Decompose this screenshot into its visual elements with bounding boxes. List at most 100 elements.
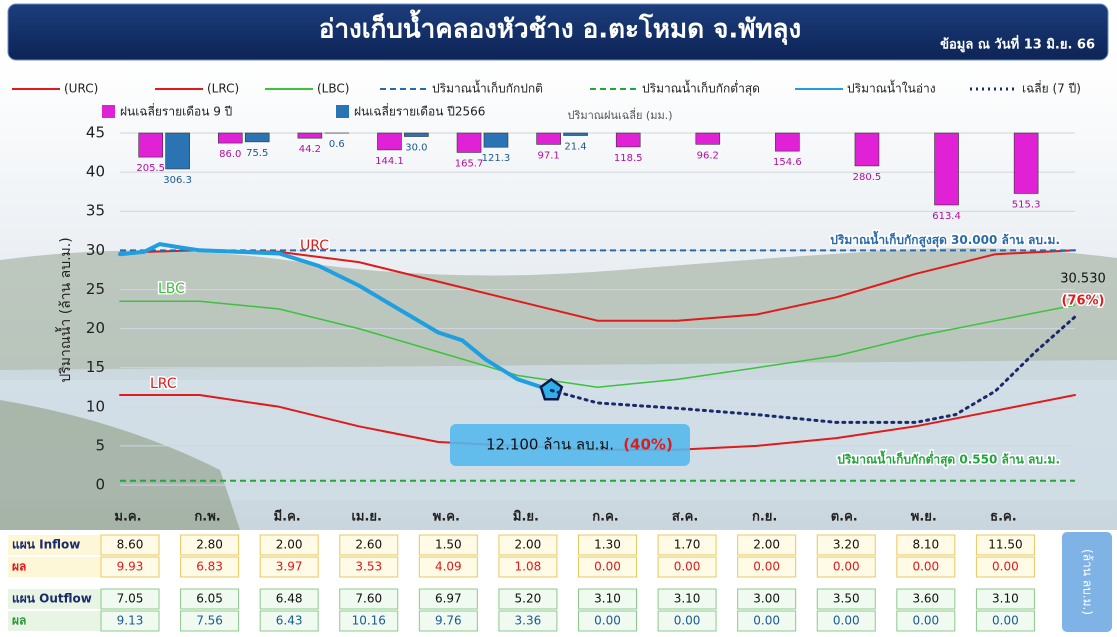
- table-value: 7.60: [355, 592, 382, 606]
- table-cell: [418, 556, 478, 578]
- legend-label: เฉลี่ย (7 ปี): [1022, 80, 1081, 96]
- table-cell: [418, 610, 478, 632]
- table-cell: [418, 534, 478, 556]
- y-tick-label: 30: [86, 241, 105, 259]
- rain-bar: [563, 132, 588, 136]
- table-cell: [737, 588, 797, 610]
- hills: [0, 248, 1117, 380]
- table-value: 0.00: [833, 614, 860, 628]
- x-tick-label: ก.ย.: [752, 510, 777, 525]
- table-cell: [339, 610, 399, 632]
- bar-label: 118.5: [614, 153, 643, 164]
- table-cell: [896, 534, 956, 556]
- table-cell: [816, 534, 876, 556]
- end-label: 30.530: [1060, 272, 1106, 287]
- table-value: 7.05: [117, 592, 144, 606]
- table-value: 3.53: [355, 560, 382, 574]
- table-value: 3.50: [833, 592, 860, 606]
- table-value: 6.97: [435, 592, 462, 606]
- y2-axis-label: ปริมาณฝนเฉลี่ย (มม.): [567, 107, 672, 122]
- table-cell: [180, 534, 240, 556]
- table-value: 7.56: [196, 614, 223, 628]
- y-tick-label: 10: [86, 397, 105, 415]
- table-cell: [498, 534, 558, 556]
- table-value: 4.09: [435, 560, 462, 574]
- series-line: [118, 242, 554, 393]
- legend-swatch: [336, 105, 349, 118]
- table-value: 0.00: [912, 614, 939, 628]
- table-cell: [975, 588, 1035, 610]
- table-cell: [737, 610, 797, 632]
- row-label: แผน Inflow: [12, 538, 80, 552]
- legend-swatch: [102, 105, 115, 118]
- table-cell: [259, 556, 319, 578]
- table-cell: [657, 610, 717, 632]
- rain-bar: [775, 132, 800, 152]
- table-cell: [578, 610, 637, 632]
- x-tick-label: พ.ค.: [433, 510, 460, 525]
- legend-label: (LBC): [317, 82, 349, 96]
- legend-label: ปริมาณน้ำในอ่าง: [847, 80, 936, 96]
- series-label: LBC: [158, 281, 185, 297]
- table-cell: [816, 588, 876, 610]
- chart-title: อ่างเก็บน้ำคลองหัวช้าง อ.ตะโหมด จ.พัทลุง: [319, 9, 801, 46]
- y-tick-label: 20: [86, 319, 105, 337]
- bar-label: 515.3: [1012, 199, 1041, 210]
- series-label: URC: [300, 238, 329, 254]
- banner: [7, 3, 1109, 61]
- rain-bar: [404, 132, 429, 137]
- table-value: 0.00: [992, 614, 1019, 628]
- table-cell: [180, 588, 240, 610]
- rain-bar: [1013, 132, 1039, 194]
- rain-bar: [377, 132, 402, 151]
- table-cell: [259, 534, 319, 556]
- rain-bar: [483, 132, 509, 148]
- table-cell: [339, 534, 399, 556]
- table-cell: [259, 588, 319, 610]
- reference-label: ปริมาณน้ำเก็บกักต่ำสุด 0.550 ล้าน ลบ.ม.: [837, 450, 1060, 468]
- table-value: 9.13: [117, 614, 144, 628]
- table-value: 5.20: [515, 592, 542, 606]
- rain-bar: [615, 132, 641, 148]
- rain-bar: [244, 132, 270, 143]
- legend-label: ฝนเฉลี่ยรายเดือน ปี2566: [354, 103, 485, 119]
- table-cell: [339, 556, 399, 578]
- table-value: 8.60: [117, 538, 144, 552]
- table-unit: (ล้าน ลบ.ม.): [1081, 549, 1095, 615]
- table-value: 11.50: [988, 538, 1022, 552]
- table-value: 8.10: [912, 538, 939, 552]
- table-cell: [975, 610, 1035, 632]
- rain-bar: [695, 132, 721, 145]
- rain-bar: [536, 132, 561, 145]
- y-tick-label: 5: [95, 436, 105, 454]
- table-value: 2.60: [355, 538, 382, 552]
- x-tick-label: ม.ค.: [114, 510, 141, 525]
- bar-label: 306.3: [163, 175, 192, 186]
- table-value: 3.00: [753, 592, 780, 606]
- rain-bar: [854, 132, 880, 167]
- table-value: 0.00: [992, 560, 1019, 574]
- table-cell: [896, 610, 956, 632]
- end-pct: (76%): [1062, 294, 1105, 309]
- table-cell: [737, 534, 797, 556]
- table-cell: [578, 556, 637, 578]
- table-value: 6.48: [276, 592, 303, 606]
- x-tick-label: ต.ค.: [831, 510, 858, 525]
- table-value: 1.50: [435, 538, 462, 552]
- legend-label: ฝนเฉลี่ยรายเดือน 9 ปี: [120, 103, 232, 119]
- bar-label: 205.5: [136, 163, 165, 174]
- y-tick-label: 0: [95, 476, 105, 494]
- table-value: 10.16: [352, 614, 386, 628]
- x-tick-label: มิ.ย.: [513, 510, 539, 525]
- x-tick-label: ส.ค.: [672, 510, 699, 525]
- table-value: 3.97: [276, 560, 303, 574]
- table-cell: [578, 588, 637, 610]
- table-value: 0.00: [753, 560, 780, 574]
- table-value: 1.08: [515, 560, 542, 574]
- row-label: ผล: [12, 560, 26, 574]
- chart-subtitle: ข้อมูล ณ วันที่ 13 มิ.ย. 66: [940, 35, 1095, 53]
- x-tick-label: เม.ย.: [351, 510, 382, 525]
- table-value: 0.00: [674, 614, 701, 628]
- series-line: [119, 300, 1076, 388]
- bar-label: 165.7: [455, 158, 484, 169]
